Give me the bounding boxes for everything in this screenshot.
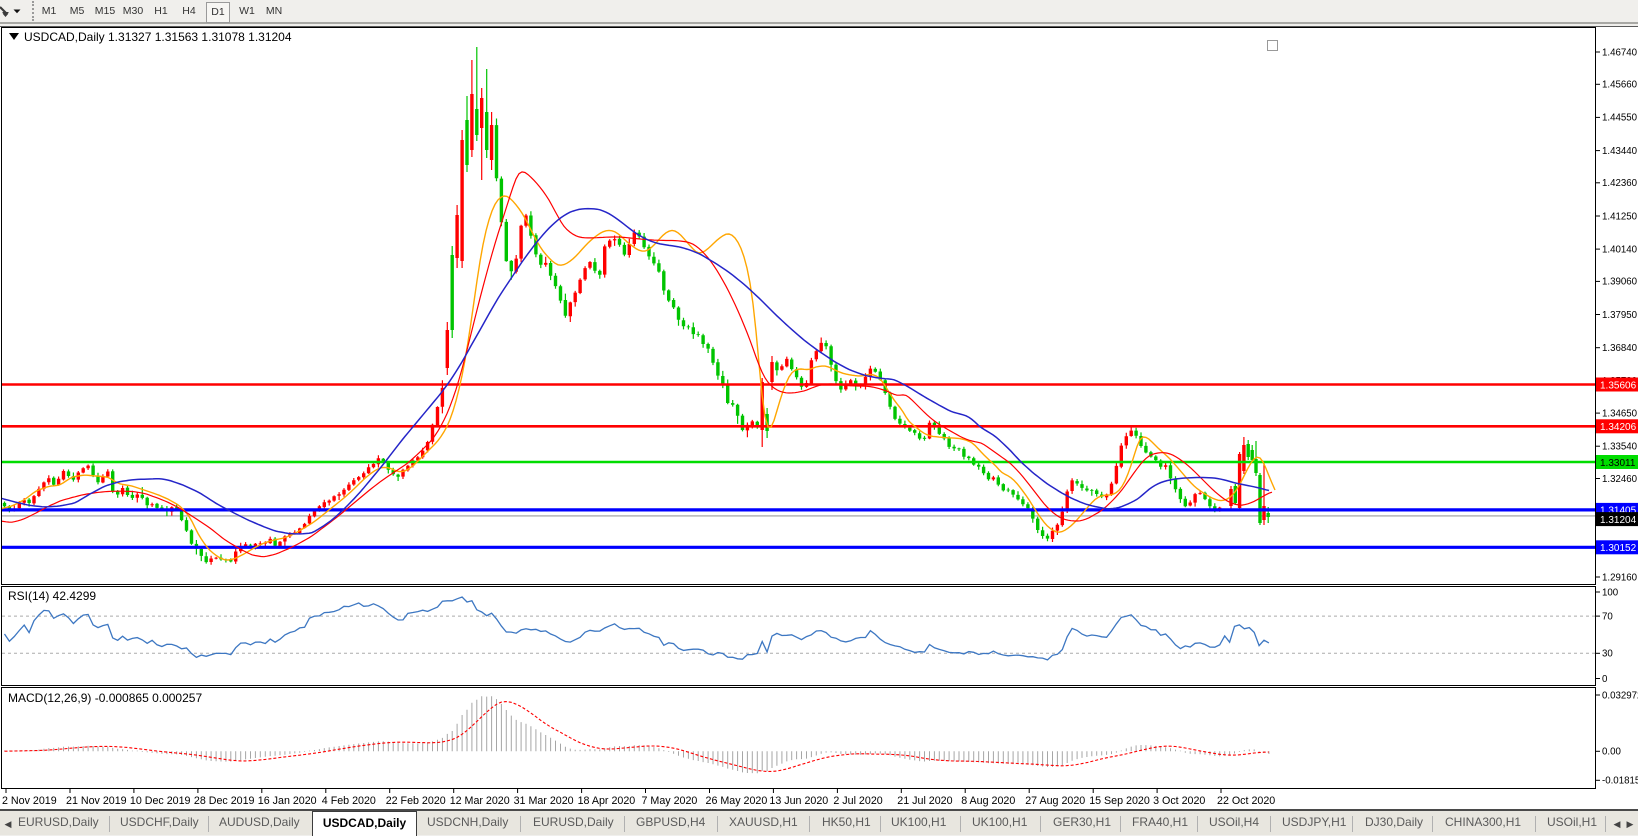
svg-text:0.032972: 0.032972 — [1602, 690, 1638, 701]
svg-text:1.43440: 1.43440 — [1602, 146, 1638, 157]
svg-text:13 Jun 2020: 13 Jun 2020 — [769, 795, 828, 807]
svg-text:12 Mar 2020: 12 Mar 2020 — [450, 795, 510, 807]
svg-text:7 May 2020: 7 May 2020 — [642, 795, 698, 807]
svg-text:31 Mar 2020: 31 Mar 2020 — [514, 795, 574, 807]
svg-text:-0.018154: -0.018154 — [1602, 776, 1638, 787]
svg-text:1.29160: 1.29160 — [1602, 572, 1638, 583]
svg-text:10 Dec 2019: 10 Dec 2019 — [130, 795, 191, 807]
svg-text:1.33540: 1.33540 — [1602, 442, 1638, 453]
svg-text:3 Oct 2020: 3 Oct 2020 — [1153, 795, 1205, 807]
svg-text:1.34650: 1.34650 — [1602, 408, 1638, 419]
svg-text:15 Sep 2020: 15 Sep 2020 — [1089, 795, 1150, 807]
svg-text:22 Oct 2020: 22 Oct 2020 — [1217, 795, 1275, 807]
svg-text:1.37950: 1.37950 — [1602, 310, 1638, 321]
svg-text:2 Jul 2020: 2 Jul 2020 — [833, 795, 882, 807]
svg-text:8 Aug 2020: 8 Aug 2020 — [961, 795, 1015, 807]
svg-text:21 Jul 2020: 21 Jul 2020 — [897, 795, 952, 807]
svg-text:1.32460: 1.32460 — [1602, 474, 1638, 485]
svg-text:100: 100 — [1602, 587, 1619, 598]
svg-text:1.31204: 1.31204 — [1600, 515, 1637, 526]
svg-text:1.34206: 1.34206 — [1600, 422, 1637, 433]
svg-text:4 Feb 2020: 4 Feb 2020 — [322, 795, 376, 807]
svg-text:1.35606: 1.35606 — [1600, 380, 1637, 391]
svg-text:1.40140: 1.40140 — [1602, 244, 1638, 255]
svg-text:1.31405: 1.31405 — [1600, 506, 1637, 517]
svg-text:RSI(14) 42.4299: RSI(14) 42.4299 — [8, 589, 96, 603]
svg-text:26 May 2020: 26 May 2020 — [706, 795, 768, 807]
svg-text:21 Nov 2019: 21 Nov 2019 — [66, 795, 127, 807]
svg-text:0.00: 0.00 — [1602, 747, 1621, 758]
svg-text:MACD(12,26,9) -0.000865 0.0002: MACD(12,26,9) -0.000865 0.000257 — [8, 691, 202, 705]
svg-text:1.39060: 1.39060 — [1602, 277, 1638, 288]
svg-text:30: 30 — [1602, 649, 1613, 660]
svg-text:2 Nov 2019: 2 Nov 2019 — [2, 795, 57, 807]
svg-text:70: 70 — [1602, 611, 1613, 622]
svg-text:1.36840: 1.36840 — [1602, 343, 1638, 354]
svg-text:27 Aug 2020: 27 Aug 2020 — [1025, 795, 1085, 807]
svg-text:0: 0 — [1602, 674, 1608, 685]
svg-text:1.30152: 1.30152 — [1600, 543, 1637, 554]
svg-text:1.33011: 1.33011 — [1600, 458, 1636, 469]
svg-text:1.45660: 1.45660 — [1602, 80, 1638, 91]
svg-text:18 Apr 2020: 18 Apr 2020 — [578, 795, 636, 807]
svg-text:28 Dec 2019: 28 Dec 2019 — [194, 795, 255, 807]
svg-text:1.46740: 1.46740 — [1602, 47, 1638, 58]
svg-text:22 Feb 2020: 22 Feb 2020 — [386, 795, 446, 807]
svg-text:16 Jan 2020: 16 Jan 2020 — [258, 795, 317, 807]
svg-text:1.42360: 1.42360 — [1602, 178, 1638, 189]
svg-text:USDCAD,Daily 1.31327 1.31563: USDCAD,Daily 1.31327 1.31563 1.31078 1.3… — [24, 30, 292, 44]
svg-text:1.41250: 1.41250 — [1602, 211, 1638, 222]
svg-text:1.44550: 1.44550 — [1602, 113, 1638, 124]
